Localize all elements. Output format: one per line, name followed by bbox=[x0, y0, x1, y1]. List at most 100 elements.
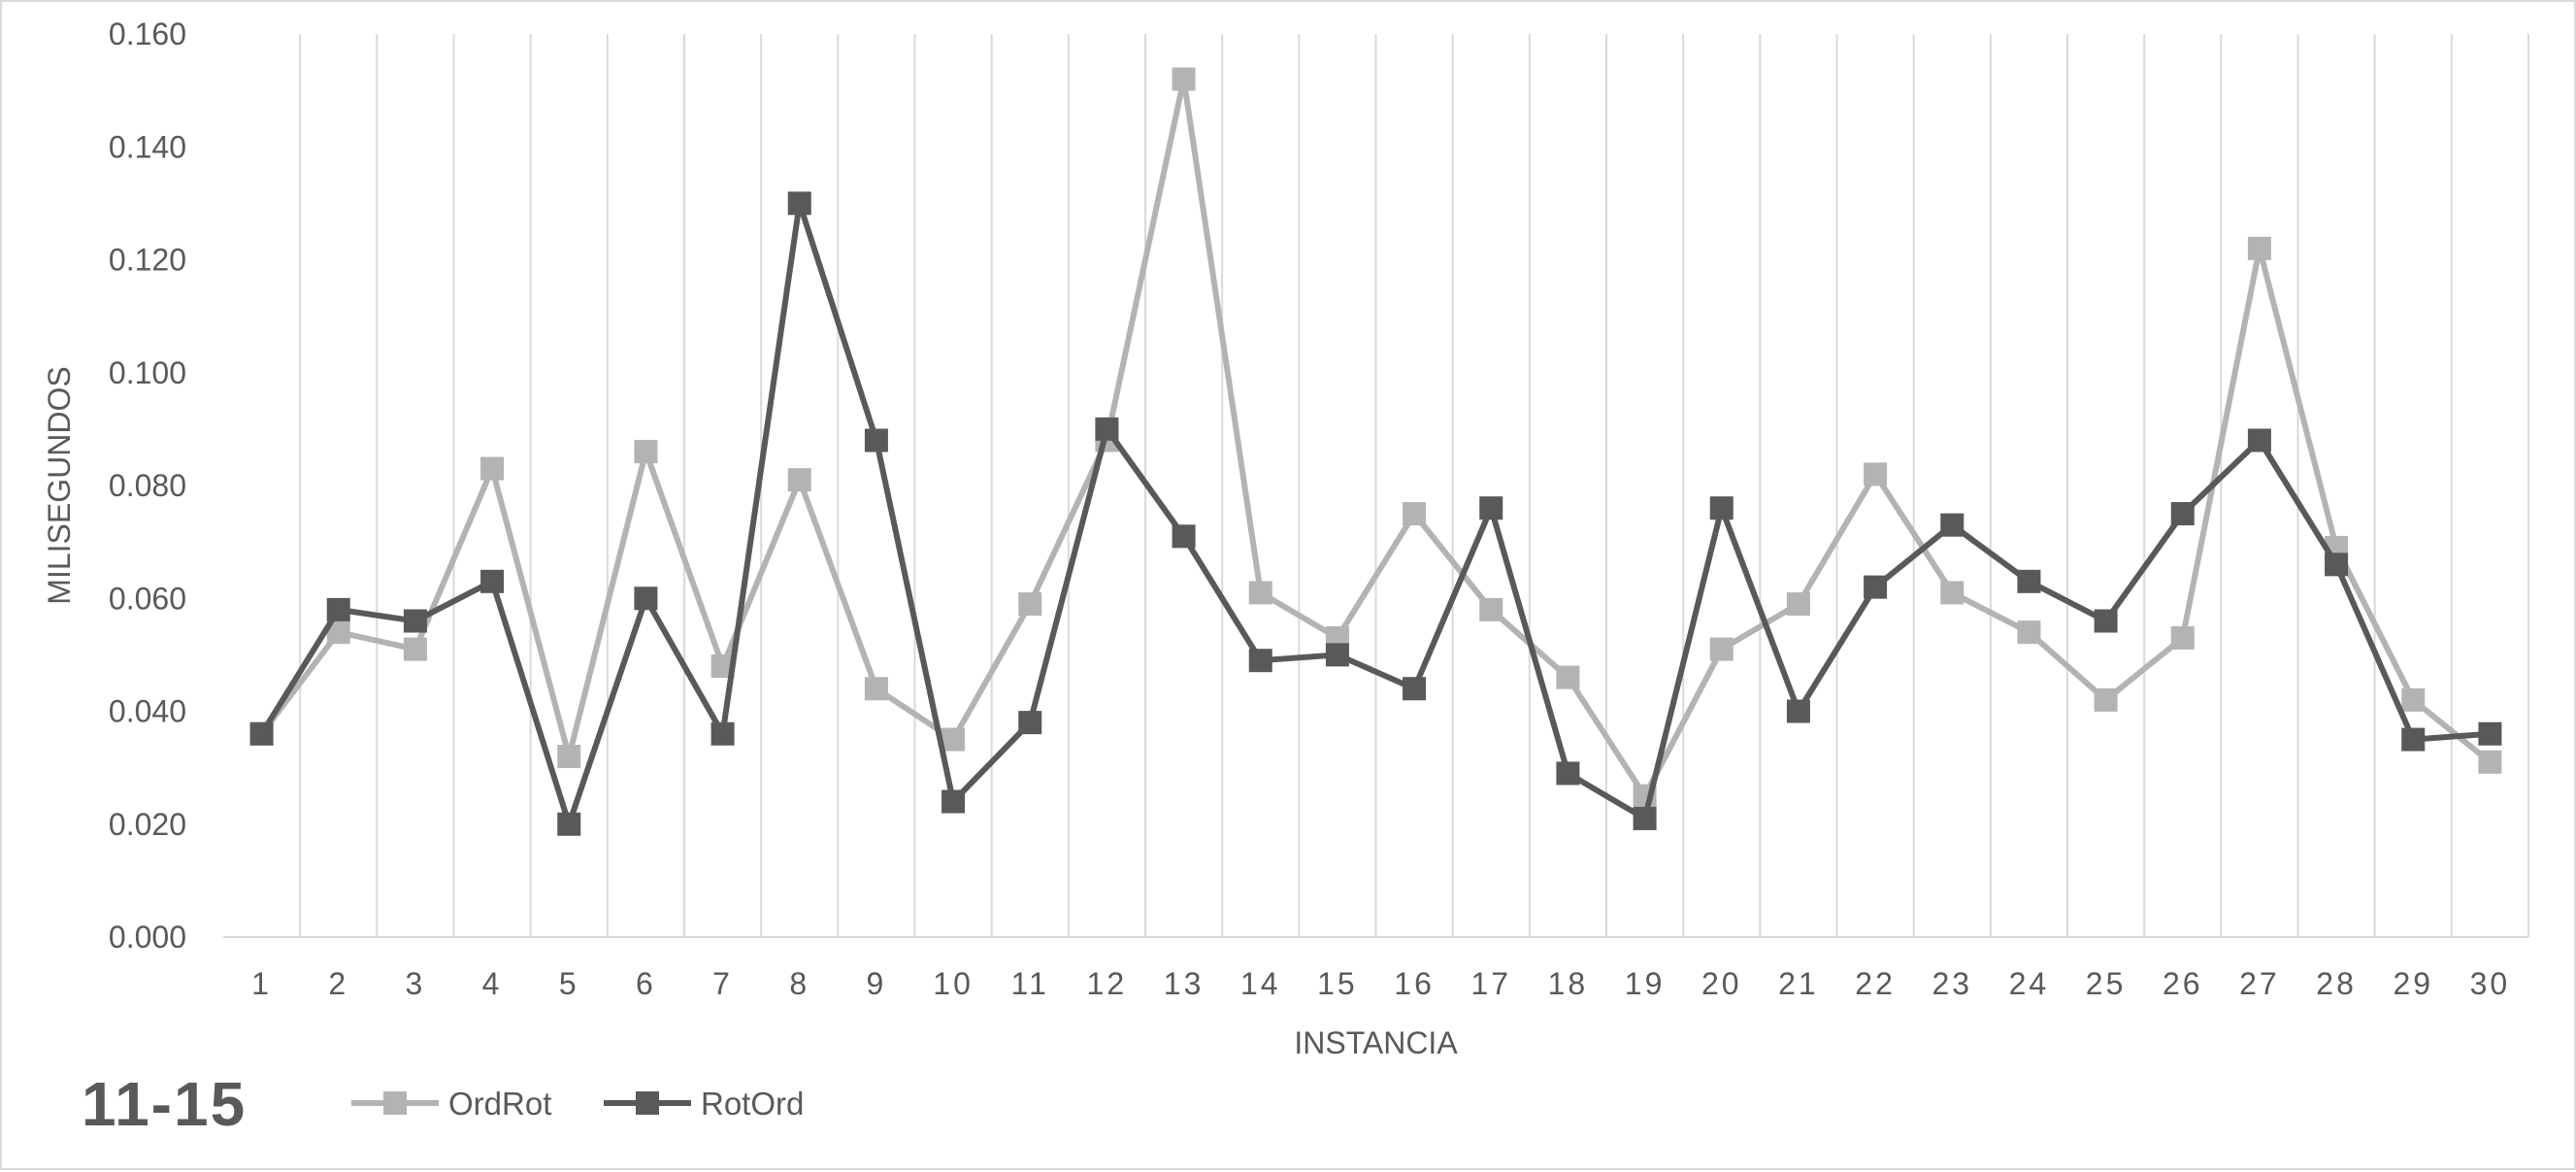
data-point bbox=[1018, 711, 1042, 735]
x-tick-label: 10 bbox=[933, 966, 974, 1001]
data-point bbox=[864, 428, 888, 452]
data-point bbox=[1172, 67, 1196, 91]
series-line bbox=[258, 200, 2493, 827]
x-tick-label: 13 bbox=[1164, 966, 1205, 1001]
y-tick-label: 0.040 bbox=[109, 694, 186, 729]
data-point bbox=[480, 569, 505, 593]
data-point bbox=[1095, 417, 1119, 441]
x-tick-label: 5 bbox=[559, 966, 579, 1001]
x-axis-title: INSTANCIA bbox=[1294, 1025, 1458, 1060]
data-point bbox=[941, 727, 966, 752]
data-point bbox=[2478, 750, 2502, 774]
x-tick-label: 29 bbox=[2393, 966, 2433, 1001]
data-point bbox=[2247, 428, 2271, 452]
data-point bbox=[2170, 502, 2195, 526]
series bbox=[249, 67, 2502, 836]
data-point bbox=[2401, 687, 2426, 712]
legend-item: OrdRot bbox=[351, 1086, 551, 1122]
data-point bbox=[557, 745, 581, 768]
legend-label: OrdRot bbox=[448, 1086, 551, 1122]
legend: OrdRot RotOrd bbox=[351, 1086, 804, 1122]
chart-title: 11-15 bbox=[82, 1069, 247, 1139]
data-point bbox=[1556, 761, 1580, 786]
data-point bbox=[2478, 721, 2502, 746]
series-OrdRot bbox=[249, 67, 2502, 808]
legend-item: RotOrd bbox=[604, 1086, 804, 1122]
data-point bbox=[2401, 727, 2426, 752]
x-tick-label: 23 bbox=[1932, 966, 1972, 1001]
x-tick-label: 21 bbox=[1778, 966, 1819, 1001]
x-tick-label: 26 bbox=[2163, 966, 2203, 1001]
x-tick-label: 24 bbox=[2009, 966, 2050, 1001]
data-point bbox=[1786, 699, 1810, 723]
data-point bbox=[249, 721, 274, 746]
x-tick-label: 14 bbox=[1240, 966, 1281, 1001]
data-point bbox=[1172, 524, 1196, 549]
data-point bbox=[1479, 496, 1503, 520]
x-tick-label: 3 bbox=[406, 966, 426, 1001]
data-point bbox=[1479, 597, 1503, 621]
data-point bbox=[1248, 581, 1272, 605]
x-tick-label: 30 bbox=[2470, 966, 2511, 1001]
data-point bbox=[787, 191, 811, 216]
x-tick-label: 20 bbox=[1701, 966, 1742, 1001]
data-point bbox=[2247, 236, 2271, 260]
x-tick-label: 17 bbox=[1470, 966, 1511, 1001]
axes: 0.000 0.020 0.040 0.060 0.080 0.100 0.120 0.140… bbox=[109, 17, 2528, 1001]
data-point bbox=[1864, 575, 1888, 599]
series-line bbox=[258, 76, 2493, 799]
y-tick-label: 0.000 bbox=[109, 920, 186, 954]
data-point bbox=[864, 677, 888, 701]
data-point bbox=[1018, 592, 1042, 617]
x-tick-label: 27 bbox=[2239, 966, 2280, 1001]
legend-label: RotOrd bbox=[701, 1086, 804, 1122]
data-point bbox=[2017, 620, 2041, 645]
x-tick-label: 1 bbox=[251, 966, 272, 1001]
data-point bbox=[2170, 625, 2195, 650]
data-point bbox=[1248, 649, 1272, 673]
x-tick-label: 25 bbox=[2086, 966, 2127, 1001]
x-tick-label: 4 bbox=[482, 966, 503, 1001]
legend-marker bbox=[383, 1091, 407, 1115]
data-point bbox=[2017, 569, 2041, 593]
x-tick-label: 18 bbox=[1548, 966, 1589, 1001]
gridlines bbox=[299, 34, 2529, 937]
x-tick-label: 22 bbox=[1855, 966, 1896, 1001]
y-tick-label: 0.100 bbox=[109, 355, 186, 390]
data-point bbox=[787, 468, 811, 492]
data-point bbox=[403, 609, 427, 633]
series-RotOrd bbox=[249, 191, 2502, 836]
x-tick-label: 6 bbox=[636, 966, 656, 1001]
y-tick-label: 0.060 bbox=[109, 581, 186, 616]
y-axis-title: MILISEGUNDOS bbox=[42, 366, 77, 604]
data-point bbox=[710, 721, 735, 746]
data-point bbox=[1325, 643, 1349, 667]
x-tick-label: 11 bbox=[1011, 966, 1049, 1001]
data-point bbox=[1556, 665, 1580, 689]
x-tick-label: 9 bbox=[867, 966, 887, 1001]
y-tick-label: 0.160 bbox=[109, 17, 186, 51]
data-point bbox=[1786, 592, 1810, 617]
legend-marker bbox=[636, 1091, 659, 1115]
data-point bbox=[1940, 581, 1965, 605]
data-point bbox=[2325, 553, 2349, 577]
data-point bbox=[1709, 496, 1734, 520]
data-point bbox=[403, 637, 427, 661]
data-point bbox=[941, 789, 966, 814]
x-tick-label: 2 bbox=[328, 966, 348, 1001]
data-point bbox=[1709, 637, 1734, 661]
x-tick-label: 19 bbox=[1625, 966, 1666, 1001]
data-point bbox=[1940, 513, 1965, 537]
x-tick-label: 12 bbox=[1087, 966, 1128, 1001]
data-point bbox=[480, 456, 505, 481]
y-tick-label: 0.020 bbox=[109, 807, 186, 842]
x-tick-label: 28 bbox=[2316, 966, 2357, 1001]
x-tick-label: 8 bbox=[789, 966, 809, 1001]
y-tick-label: 0.120 bbox=[109, 243, 186, 278]
data-point bbox=[1633, 806, 1657, 830]
x-tick-label: 15 bbox=[1317, 966, 1358, 1001]
data-point bbox=[2094, 687, 2118, 712]
data-point bbox=[557, 812, 581, 836]
